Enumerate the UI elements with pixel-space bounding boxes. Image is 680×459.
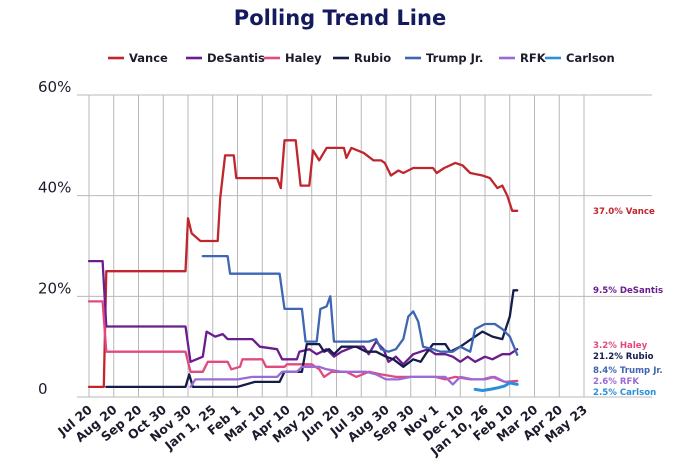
legend-label: RFK — [520, 51, 547, 65]
legend-label: Vance — [129, 51, 168, 65]
y-tick-label: 20% — [38, 279, 71, 297]
series-line — [189, 365, 519, 389]
series-end-label: 2.5% Carlson — [593, 388, 656, 398]
legend: Vance DeSantis Haley Rubio Trump Jr. RFK Carls… — [108, 51, 615, 65]
y-axis: 0 20% 40% 60% — [38, 78, 71, 398]
y-tick-label: 60% — [38, 78, 71, 96]
chart-title: Polling Trend Line — [233, 6, 447, 30]
legend-label: DeSantis — [207, 51, 265, 65]
end-labels: 37.0% Vance 9.5% DeSantis 3.2% Haley21.2% … — [593, 207, 663, 398]
legend-label: Haley — [285, 51, 322, 65]
series-end-label: 21.2% Rubio — [593, 352, 654, 362]
legend-label: Rubio — [354, 51, 391, 65]
series-end-label: 3.2% Haley — [593, 341, 648, 351]
grid — [77, 94, 652, 398]
series-end-label: 37.0% Vance — [593, 207, 655, 217]
legend-label: Carlson — [566, 51, 615, 65]
series-line — [201, 254, 519, 356]
series-end-label: 8.4% Trump Jr. — [593, 366, 663, 376]
y-tick-label: 40% — [38, 179, 71, 197]
series-end-label: 9.5% DeSantis — [593, 286, 663, 296]
series-line — [473, 381, 519, 392]
series-line — [87, 139, 519, 389]
series-lines — [87, 139, 519, 392]
legend-label: Trump Jr. — [426, 51, 483, 65]
series-line — [87, 300, 519, 384]
y-tick-label: 0 — [38, 380, 48, 398]
series-end-label: 2.6% RFK — [593, 377, 639, 387]
